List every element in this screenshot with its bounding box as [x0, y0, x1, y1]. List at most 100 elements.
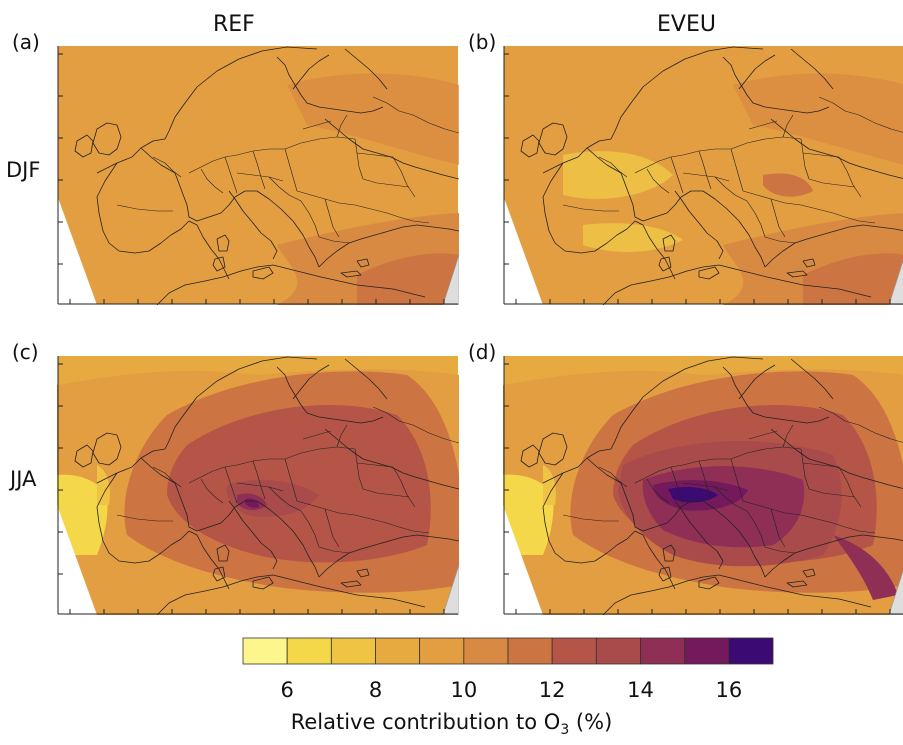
country-border	[284, 446, 356, 460]
country-border	[268, 486, 302, 512]
coastline	[292, 54, 330, 90]
map-field-region	[763, 173, 813, 197]
map-panel-eveu-djf	[503, 46, 903, 305]
country-border	[152, 156, 182, 178]
map-panel-ref-djf	[57, 46, 459, 305]
colorbar-bin	[419, 637, 465, 665]
map-field-region	[833, 535, 898, 600]
colorbar-bin	[595, 637, 641, 665]
country-border	[838, 466, 862, 508]
country-border	[284, 458, 298, 502]
island-outline	[92, 122, 122, 156]
country-border	[730, 446, 802, 460]
country-border	[392, 156, 416, 198]
country-border	[354, 138, 364, 180]
coastline	[738, 54, 776, 90]
coastline	[256, 500, 320, 578]
island-outline	[802, 568, 816, 578]
country-border	[318, 236, 350, 244]
country-border	[770, 508, 786, 548]
country-border	[386, 522, 430, 534]
country-border	[356, 152, 394, 158]
island-outline	[74, 134, 94, 158]
colorbar-bin	[728, 637, 774, 665]
country-border	[746, 510, 766, 548]
coastlines-and-borders	[74, 356, 459, 615]
island-outline	[520, 134, 540, 158]
coastline	[96, 46, 318, 174]
colorbar-bin	[286, 637, 332, 665]
map-field-region	[668, 487, 718, 503]
colorbar-bin	[463, 637, 509, 665]
country-border	[748, 120, 778, 130]
country-border	[318, 546, 350, 554]
colorbar-caption-units: (%)	[569, 710, 613, 734]
country-border	[252, 150, 266, 190]
country-border	[562, 204, 619, 212]
colorbar-caption-text: Relative contribution to O	[290, 710, 561, 734]
island-outline	[252, 576, 274, 590]
coastline	[738, 364, 776, 400]
panel-label-d: (d)	[468, 340, 497, 364]
colorbar-tick-label: 14	[627, 678, 654, 702]
country-border	[300, 510, 320, 548]
country-border	[808, 178, 856, 188]
country-border	[698, 150, 712, 190]
country-border	[802, 462, 840, 468]
country-border	[324, 198, 340, 238]
coastline	[542, 162, 636, 254]
island-outline	[520, 444, 540, 468]
colorbar-bin	[551, 637, 597, 665]
country-border	[748, 430, 778, 440]
colorbar-caption-subscript: 3	[560, 722, 570, 739]
column-title-eveu: EVEU	[657, 12, 716, 37]
out-of-domain-area	[57, 195, 97, 305]
coastline	[228, 500, 278, 570]
country-border	[682, 148, 731, 156]
map-panel-eveu-jja	[503, 356, 903, 615]
country-border	[188, 464, 238, 484]
island-outline	[216, 544, 230, 562]
island-outline	[658, 566, 672, 582]
country-border	[784, 202, 834, 214]
country-border	[832, 212, 876, 224]
country-border	[742, 190, 786, 204]
island-outline	[356, 568, 370, 578]
colorbar-caption: Relative contribution to O3 (%)	[0, 710, 903, 738]
coastline	[344, 358, 388, 400]
country-border	[362, 178, 410, 188]
map-axes	[57, 46, 458, 305]
country-border	[336, 424, 348, 448]
country-border	[782, 114, 794, 138]
coastline	[228, 190, 278, 260]
island-outline	[216, 234, 230, 252]
map-field-region	[287, 73, 459, 165]
country-border	[598, 156, 628, 178]
map-field-region	[97, 465, 110, 505]
map-axes	[57, 356, 458, 615]
coastline	[542, 472, 636, 564]
island-outline	[662, 544, 676, 562]
coastline	[156, 574, 426, 615]
coastline	[256, 190, 320, 268]
country-border	[116, 204, 173, 212]
country-border	[302, 430, 332, 440]
coastlines-and-borders	[520, 356, 903, 615]
coastline	[96, 162, 190, 254]
map-axes	[503, 46, 903, 305]
missing-data-area	[442, 564, 459, 615]
country-border	[236, 148, 285, 156]
island-outline	[92, 432, 122, 466]
country-border	[858, 424, 903, 443]
island-outline	[212, 566, 226, 582]
colorbar-bin	[684, 637, 730, 665]
island-outline	[74, 444, 94, 468]
country-border	[296, 500, 340, 514]
coastline	[702, 190, 766, 268]
coastline	[674, 190, 724, 260]
country-border	[818, 406, 860, 426]
country-border	[838, 156, 862, 198]
country-border	[764, 546, 796, 554]
country-border	[386, 212, 430, 224]
country-border	[188, 154, 238, 174]
